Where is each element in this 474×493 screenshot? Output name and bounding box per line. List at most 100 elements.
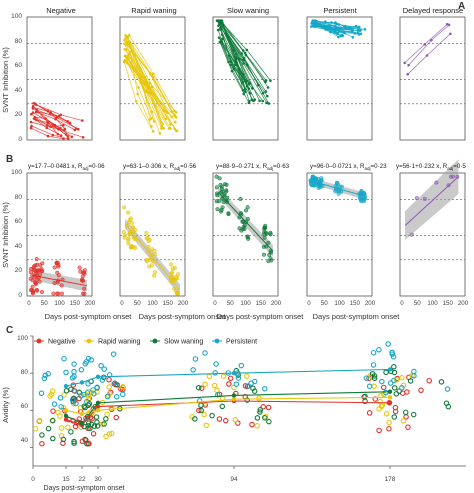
a-title-persistent: Persistent xyxy=(323,6,357,15)
panel-a-point xyxy=(137,86,140,89)
panel-b-xtick-label: 200 xyxy=(178,300,189,307)
panel-c-point xyxy=(60,405,67,411)
panel-c-point xyxy=(85,420,92,426)
panel-c-point xyxy=(36,417,43,424)
panel-c-point xyxy=(78,367,85,373)
panel-b-xtick-label: 150 xyxy=(163,300,174,307)
panel-c-point xyxy=(410,411,417,418)
panel-c-point xyxy=(438,379,445,385)
panel-c-point xyxy=(58,425,65,431)
panel-c-point xyxy=(213,361,219,367)
panel-a-point xyxy=(173,114,177,118)
panel-a-point xyxy=(46,134,50,138)
panel-c-point xyxy=(389,351,395,357)
panel-c-point xyxy=(68,429,74,435)
panel-a-point xyxy=(449,32,452,36)
panel-c-point xyxy=(227,375,234,382)
panel-c-point xyxy=(120,391,126,398)
panel-c-point xyxy=(216,416,223,422)
panel-c-point xyxy=(366,383,373,389)
panel-a-point xyxy=(144,89,148,93)
panel-c-y-label: Avidity (%) xyxy=(1,387,10,423)
panel-c-point xyxy=(41,375,48,382)
panel-b-point xyxy=(79,278,85,283)
panel-a-point xyxy=(124,42,128,45)
panel-a-point xyxy=(363,28,367,31)
panel-c-point xyxy=(73,400,79,407)
panel-a-point xyxy=(241,59,244,62)
panel-a-point xyxy=(234,55,237,59)
panel-c-point xyxy=(215,392,221,398)
panel-b-subplot-3: 0 50 100 150 200 xyxy=(306,172,376,307)
panel-b-point xyxy=(339,184,344,189)
panel-c-point xyxy=(201,411,207,418)
panel-b-point xyxy=(147,264,152,269)
panel-c-point xyxy=(45,425,52,432)
panel-a-point xyxy=(359,32,363,36)
panel-c-point xyxy=(220,373,227,379)
panel-a-point xyxy=(150,117,153,120)
panel-c-mean-point xyxy=(387,389,393,394)
panel-b-subplot-4-frame xyxy=(399,172,466,297)
panel-b-point xyxy=(126,210,131,215)
panel-a-point xyxy=(251,87,254,90)
panel-c-point xyxy=(57,395,64,401)
panel-c-point xyxy=(257,407,263,413)
panel-c-mean-point xyxy=(63,408,69,413)
panel-a-point xyxy=(357,26,360,29)
panel-c-point xyxy=(363,375,370,381)
panel-a-point xyxy=(59,113,63,117)
panel-c-point xyxy=(393,391,400,397)
panel-b-point xyxy=(359,195,364,200)
panel-b-point xyxy=(129,220,134,225)
panel-a-point xyxy=(46,123,49,127)
panel-a-point xyxy=(343,31,347,35)
panel-c-point xyxy=(71,368,77,375)
panel-c-point xyxy=(109,430,115,437)
panel-b-point xyxy=(218,182,223,188)
panel-b-point xyxy=(217,176,222,181)
panel-c-point xyxy=(196,407,202,414)
c-xtick-30: 30 xyxy=(94,476,102,483)
panel-a-point xyxy=(219,41,223,44)
panel-b-point xyxy=(51,291,56,296)
panel-a-point xyxy=(30,112,33,116)
b-ytick-60: 60 xyxy=(15,218,23,225)
panel-a-point xyxy=(35,103,38,107)
panel-a-point xyxy=(447,23,451,27)
panel-b-point xyxy=(312,183,317,188)
panel-letter-c: C xyxy=(6,325,13,336)
panel-c-point xyxy=(32,426,39,432)
panel-a-point xyxy=(354,24,358,28)
panel-b-point xyxy=(34,257,39,262)
panel-a-subplot-3-frame xyxy=(306,16,373,141)
panel-b-xtick-label: 50 xyxy=(134,300,141,307)
legend-item-slow-waning: Slow waning xyxy=(150,339,203,346)
panel-b-point xyxy=(268,250,273,255)
panel-c-point xyxy=(393,377,400,383)
panel-a-point xyxy=(337,23,341,26)
panel-c-point xyxy=(50,408,56,414)
panel-b-point xyxy=(30,284,35,289)
panel-b-point xyxy=(34,269,39,274)
panel-c-point xyxy=(376,406,382,412)
panel-b-subplot-1: 0 50 100 150 200 xyxy=(119,172,189,307)
panel-b-point xyxy=(130,225,135,230)
panel-b-xtick-label: 50 xyxy=(227,300,234,307)
panel-c-point xyxy=(226,381,232,387)
eq-rapid-waning: y=63·1–0·306 x, Radj=0·56 xyxy=(123,163,197,171)
panel-a-point xyxy=(266,86,270,89)
panel-a-trajectory-line xyxy=(408,24,450,66)
panel-b-point xyxy=(240,219,245,224)
panel-c-point xyxy=(203,422,210,429)
panel-a-point xyxy=(158,132,162,135)
panel-b-point xyxy=(54,261,59,266)
panel-c-point xyxy=(400,418,407,424)
panel-c-point xyxy=(105,392,112,399)
legend-label-rapid-waning: Rapid waning xyxy=(98,339,141,346)
panel-c-x-label: Days post-symptom onset xyxy=(44,485,125,492)
panel-b-point xyxy=(263,223,268,228)
panel-b-point xyxy=(52,265,57,270)
panel-a-point xyxy=(356,29,360,32)
